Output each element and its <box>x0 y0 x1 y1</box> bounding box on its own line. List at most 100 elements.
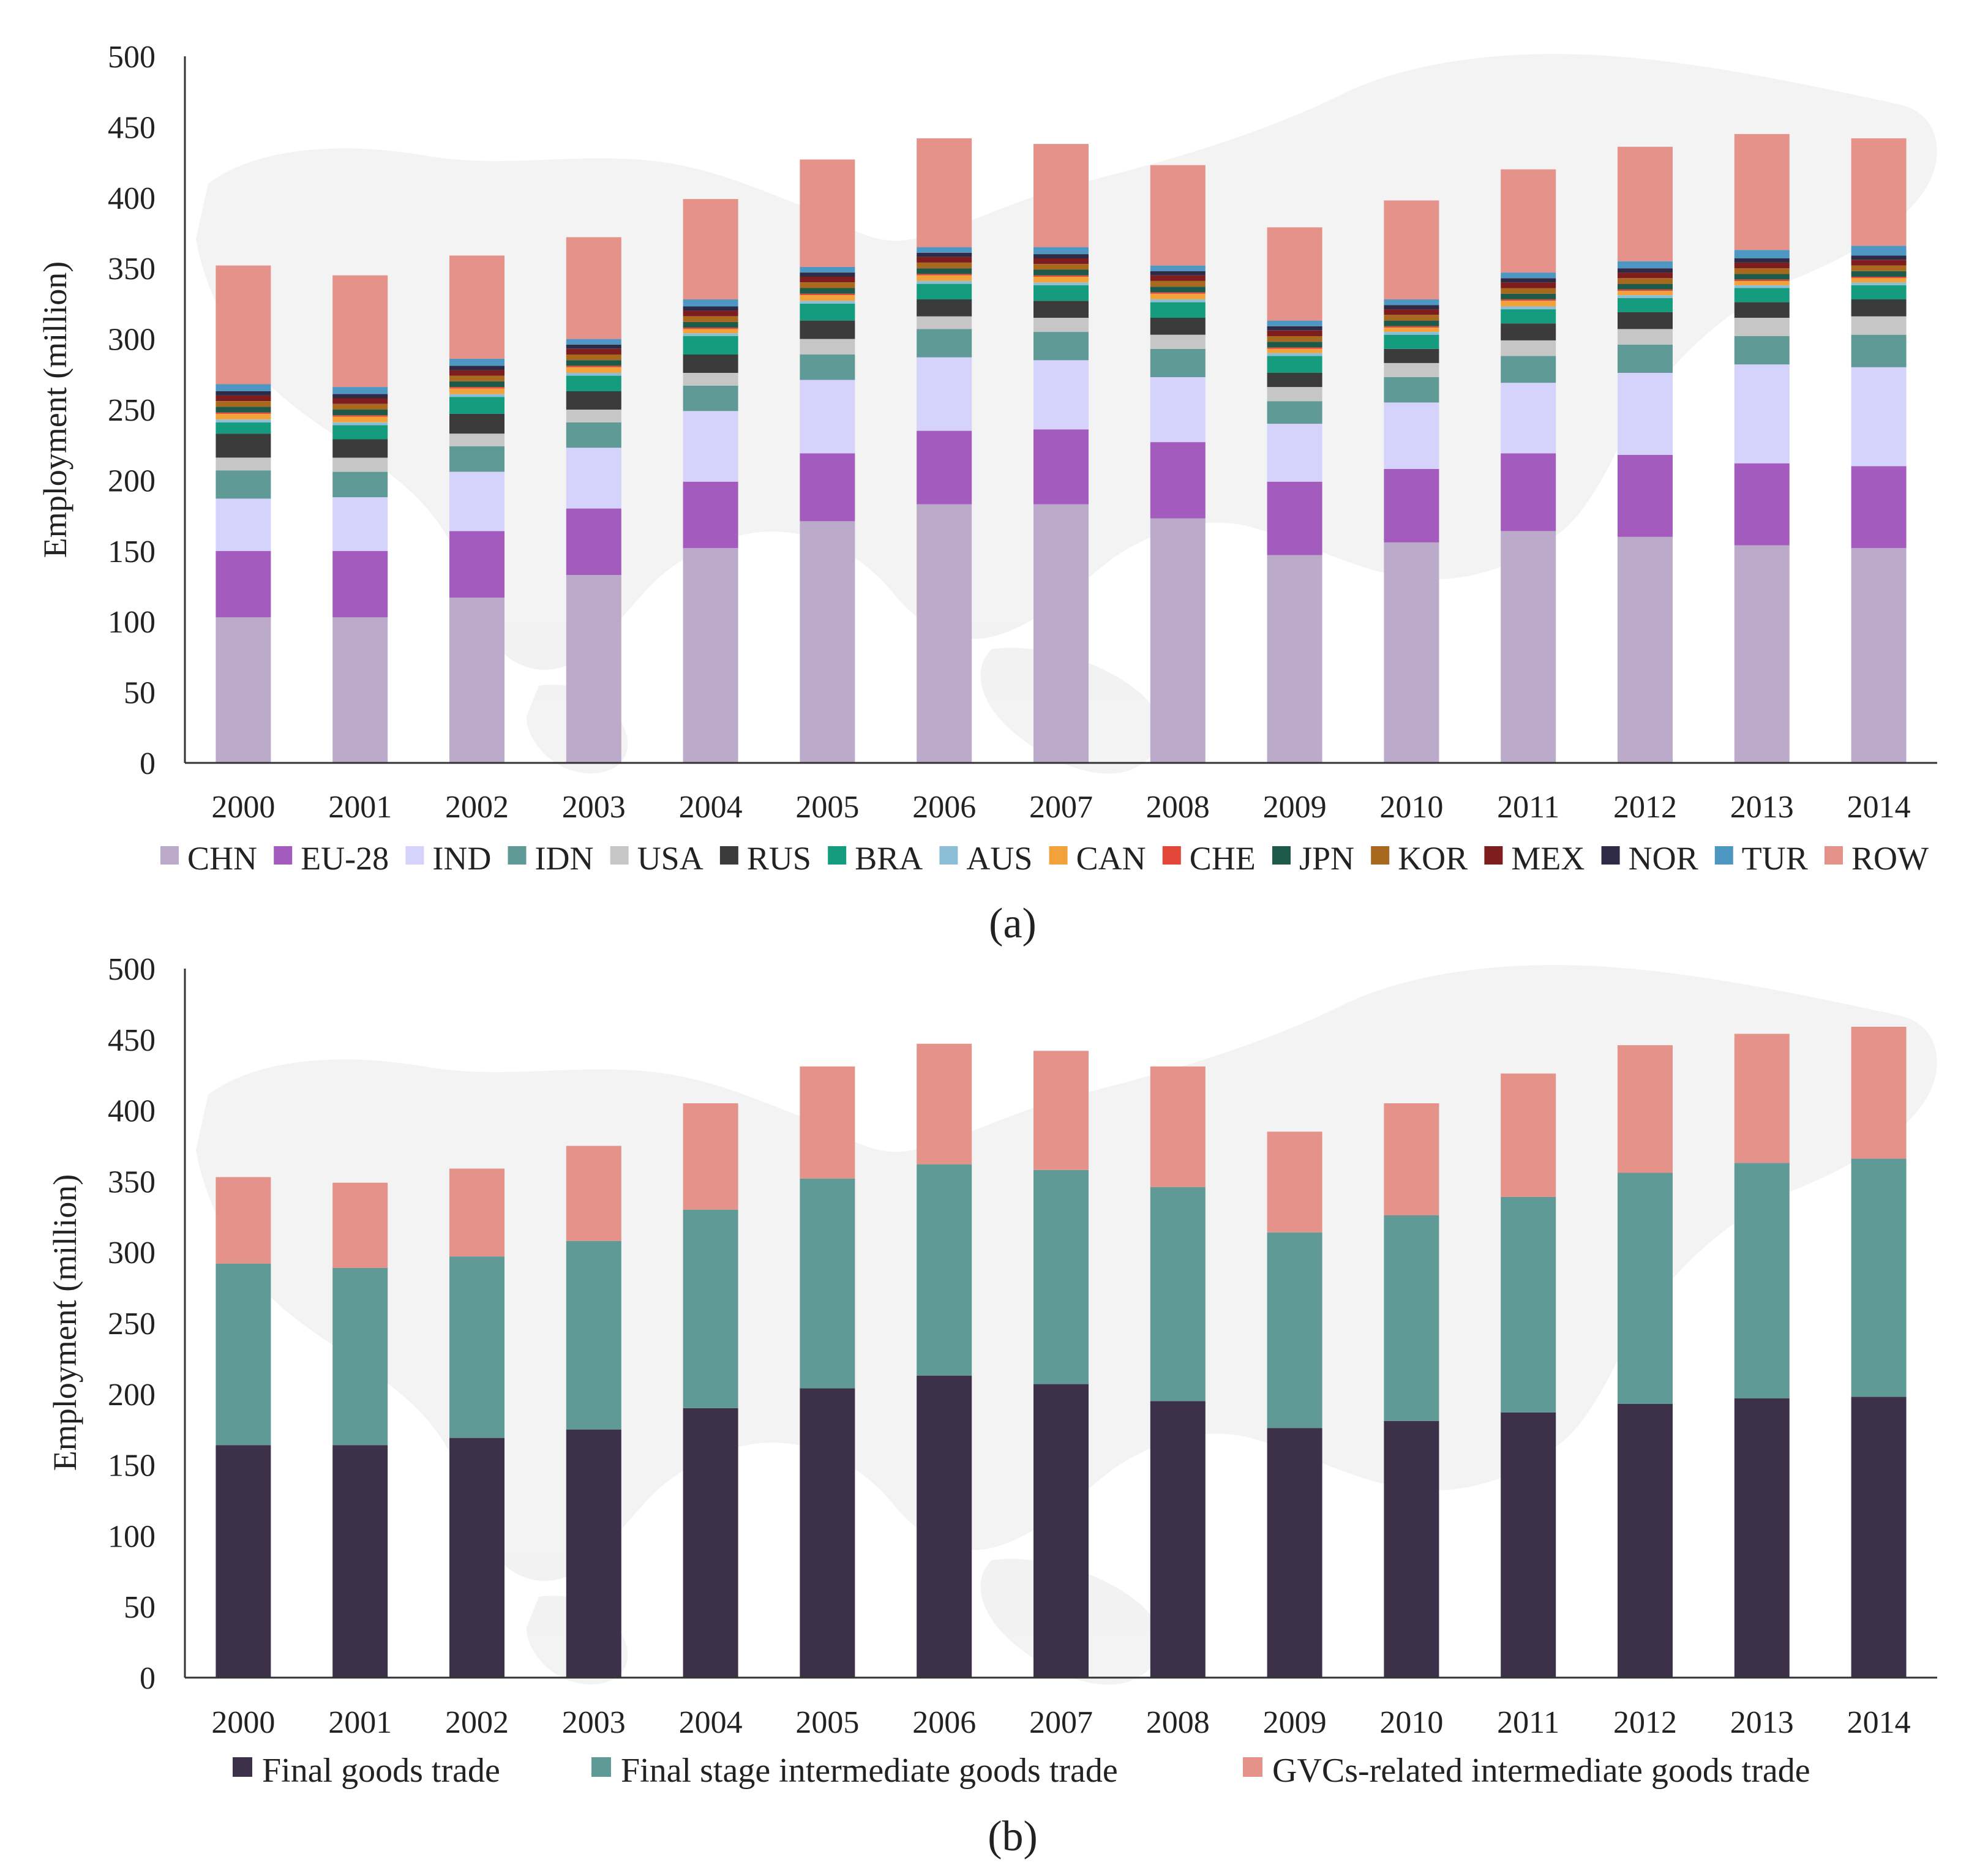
legend-swatch <box>939 846 958 865</box>
bar-segment-eu-28-2006 <box>917 430 972 505</box>
y-tick-label: 100 <box>108 605 156 640</box>
bar-segment-nor-2004 <box>683 306 738 311</box>
y-tick-label: 450 <box>108 110 156 145</box>
bar-segment-final-stage-intermediate-goods-trade-2002 <box>449 1256 504 1438</box>
bar-segment-kor-2001 <box>332 403 388 410</box>
bar-segment-idn-2005 <box>800 355 855 380</box>
bar-segment-can-2003 <box>566 367 621 373</box>
x-tick-label: 2008 <box>1146 790 1210 825</box>
y-tick-label: 400 <box>108 181 156 216</box>
bar-segment-can-2000 <box>216 413 271 420</box>
bar-segment-gvcs-related-intermediate-goods-trade-2002 <box>449 1168 504 1257</box>
bar-segment-nor-2013 <box>1734 258 1790 263</box>
bar-segment-row-2005 <box>800 159 855 267</box>
bar-segment-usa-2000 <box>216 457 271 471</box>
panel-a-label: (a) <box>989 900 1037 947</box>
bar-segment-final-stage-intermediate-goods-trade-2013 <box>1734 1163 1790 1398</box>
legend-item-ind: IND <box>405 840 491 877</box>
bar-segment-che-2007 <box>1033 275 1089 277</box>
bar-segment-nor-2007 <box>1033 254 1089 258</box>
bar-segment-ind-2010 <box>1384 402 1439 469</box>
y-tick-label: 100 <box>108 1519 156 1554</box>
bar-segment-final-goods-trade-2006 <box>917 1375 972 1678</box>
panel-b-label: (b) <box>988 1813 1038 1860</box>
bar-segment-row-2000 <box>216 265 271 385</box>
bar-segment-usa-2013 <box>1734 318 1790 336</box>
bar-segment-chn-2013 <box>1734 545 1790 763</box>
bar-segment-che-2003 <box>566 366 621 367</box>
bar-segment-aus-2001 <box>332 422 388 426</box>
bar-segment-tur-2005 <box>800 266 855 273</box>
y-tick-label: 350 <box>108 252 156 287</box>
bar-segment-che-2010 <box>1384 326 1439 328</box>
bar-segment-ind-2005 <box>800 380 855 454</box>
bar-segment-can-2008 <box>1150 293 1206 299</box>
bar-segment-usa-2012 <box>1618 329 1673 345</box>
bar-segment-kor-2009 <box>1267 336 1322 342</box>
bar-segment-eu-28-2004 <box>683 481 738 549</box>
legend-label: RUS <box>747 840 811 877</box>
bar-segment-kor-2008 <box>1150 281 1206 287</box>
x-tick-label: 2010 <box>1379 790 1443 825</box>
legend-item-mex: MEX <box>1484 840 1585 877</box>
bar-segment-jpn-2008 <box>1150 287 1206 293</box>
x-tick-label: 2005 <box>795 790 859 825</box>
bar-segment-nor-2001 <box>332 394 388 399</box>
bar-segment-can-2010 <box>1384 328 1439 332</box>
bar-segment-aus-2005 <box>800 301 855 304</box>
y-tick-label: 200 <box>108 1378 156 1413</box>
bar-segment-jpn-2012 <box>1618 283 1673 290</box>
bar-segment-eu-28-2001 <box>332 550 388 618</box>
legend-swatch <box>1162 846 1181 865</box>
bar-segment-gvcs-related-intermediate-goods-trade-2012 <box>1618 1045 1673 1173</box>
bar-segment-aus-2002 <box>449 394 504 397</box>
bar-segment-usa-2011 <box>1501 340 1556 356</box>
bar-segment-usa-2008 <box>1150 334 1206 349</box>
legend-swatch <box>508 846 527 865</box>
bar-segment-rus-2001 <box>332 439 388 458</box>
bar-segment-mex-2012 <box>1618 272 1673 279</box>
bar-segment-chn-2005 <box>800 521 855 763</box>
bar-segment-final-stage-intermediate-goods-trade-2008 <box>1150 1187 1206 1401</box>
x-tick-label: 2008 <box>1146 1705 1210 1740</box>
bar-segment-idn-2010 <box>1384 377 1439 403</box>
bar-segment-usa-2004 <box>683 373 738 386</box>
bar-segment-tur-2014 <box>1851 246 1907 256</box>
bar-segment-bra-2000 <box>216 422 271 434</box>
bar-segment-usa-2009 <box>1267 387 1322 402</box>
bar-segment-rus-2011 <box>1501 323 1556 340</box>
legend-label: AUS <box>966 840 1032 877</box>
bar-segment-final-stage-intermediate-goods-trade-2010 <box>1384 1215 1439 1421</box>
bar-segment-eu-28-2002 <box>449 531 504 598</box>
bar-segment-chn-2010 <box>1384 542 1439 763</box>
bar-segment-final-goods-trade-2000 <box>216 1445 271 1678</box>
bar-segment-mex-2002 <box>449 370 504 376</box>
bar-segment-rus-2005 <box>800 320 855 339</box>
bar-segment-usa-2003 <box>566 410 621 422</box>
bar-segment-che-2009 <box>1267 347 1322 349</box>
bar-segment-idn-2011 <box>1501 356 1556 383</box>
bar-segment-nor-2012 <box>1618 268 1673 273</box>
bar-segment-final-goods-trade-2009 <box>1267 1428 1322 1678</box>
x-tick-label: 2002 <box>445 790 509 825</box>
bar-segment-tur-2007 <box>1033 247 1089 255</box>
bar-segment-gvcs-related-intermediate-goods-trade-2000 <box>216 1177 271 1264</box>
bar-segment-gvcs-related-intermediate-goods-trade-2013 <box>1734 1034 1790 1163</box>
bar-segment-kor-2014 <box>1851 265 1907 271</box>
x-tick-label: 2001 <box>328 1705 392 1740</box>
bar-segment-final-stage-intermediate-goods-trade-2009 <box>1267 1232 1322 1428</box>
bar-segment-ind-2012 <box>1618 373 1673 455</box>
panel-a-chart: 2000 2001 2002 2003 2004 2005 2006 2007 2008 2009… <box>37 40 1937 947</box>
bar-segment-row-2013 <box>1734 133 1790 250</box>
bar-segment-bra-2014 <box>1851 285 1907 299</box>
bar-segment-chn-2003 <box>566 575 621 763</box>
legend-swatch <box>1714 846 1733 865</box>
y-tick-label: 200 <box>108 463 156 498</box>
bar-segment-jpn-2000 <box>216 407 271 413</box>
legend-label: CHE <box>1190 840 1256 877</box>
x-tick-label: 2001 <box>328 790 392 825</box>
bar-segment-che-2008 <box>1150 292 1206 294</box>
bar-segment-can-2013 <box>1734 281 1790 285</box>
x-tick-label: 2005 <box>795 1705 859 1740</box>
bar-segment-che-2014 <box>1851 277 1907 279</box>
